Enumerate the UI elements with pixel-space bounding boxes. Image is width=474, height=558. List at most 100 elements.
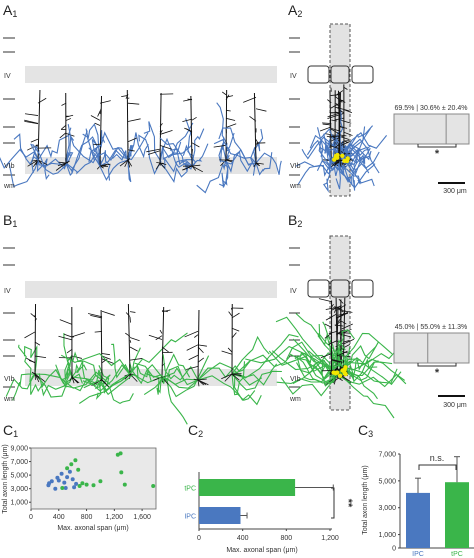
dendrite-branch [127, 118, 141, 122]
dendrite-branch [337, 350, 348, 357]
basal-dendrite [225, 159, 234, 162]
apical-dendrite [329, 90, 332, 161]
c1-data-point [84, 482, 89, 487]
b1-neuron-tracings [5, 303, 299, 425]
dendrite-branch [343, 87, 348, 90]
dendrite-branch [320, 353, 332, 358]
axon-branch [324, 140, 336, 161]
dendrite-branch [225, 95, 234, 98]
dendrite-branch [90, 115, 101, 121]
axon-branch [255, 152, 273, 176]
dendrite-branch [188, 354, 199, 361]
axon-branch [218, 137, 227, 163]
dendrite-branch [93, 143, 101, 146]
dendrite-branch [330, 128, 341, 135]
basal-dendrite [63, 162, 67, 167]
dendrite-branch [340, 320, 347, 325]
basal-dendrite [124, 373, 131, 380]
axon-branch [231, 335, 270, 375]
dendrite-branch [331, 305, 342, 311]
soma-marker [342, 367, 347, 372]
c1-data-point [77, 484, 82, 488]
c1-plot-area [30, 447, 157, 510]
basal-dendrite [159, 162, 166, 169]
dendrite-branch [186, 128, 193, 133]
dendrite-branch [129, 346, 138, 352]
panel-label-b2: B2 [288, 212, 303, 229]
c2-significance-bracket [331, 487, 335, 519]
dendrite-branch [71, 332, 85, 338]
b2-label-iv: IV [290, 288, 297, 295]
basal-dendrite [34, 373, 40, 383]
axon-branch [156, 376, 163, 395]
axon-branch [34, 373, 83, 398]
dendrite-branch [58, 335, 73, 341]
b1-label-vib: VIb [4, 376, 15, 383]
apical-dendrite [335, 297, 338, 368]
axon-branch [60, 352, 131, 375]
axon-branch [134, 362, 199, 386]
dendrite-branch [197, 346, 204, 354]
dendrite-branch [231, 327, 240, 332]
dendrite-branch [343, 131, 353, 136]
dendrite-branch [191, 142, 200, 148]
dendrite-branch [337, 306, 345, 312]
dendrite-branch [125, 332, 131, 337]
basal-dendrite [55, 162, 67, 171]
dendrite-branch [24, 331, 36, 339]
b1-label-iv: IV [4, 288, 11, 295]
dendrite-branch [327, 99, 332, 104]
dendrite-branch [331, 358, 343, 363]
soma-marker [337, 373, 343, 378]
a1-neuron [30, 92, 98, 177]
dendrite-branch [225, 109, 231, 112]
basal-dendrite [193, 378, 199, 381]
c1-data-point [72, 485, 77, 490]
c1-data-point [119, 470, 124, 475]
dendrite-branch [186, 344, 199, 351]
axon-branch [333, 339, 346, 368]
dendrite-branch [331, 119, 337, 122]
b2-morphology-panel [245, 235, 470, 419]
dendrite-branch [59, 132, 67, 139]
dendrite-branch [339, 126, 348, 129]
dendrite-branch [339, 110, 344, 113]
dendrite-branch [328, 330, 338, 335]
c2-x-tick-label: 0 [197, 535, 201, 542]
basal-dendrite [255, 162, 264, 165]
a1-neuron [213, 92, 282, 176]
c2-x-tick-label: 1,200 [321, 535, 339, 542]
dendrite-branch [90, 314, 103, 319]
b1-neuron [221, 303, 299, 406]
axon-branch [23, 345, 38, 375]
axon-branch [98, 365, 110, 385]
dendrite-branch [161, 346, 169, 353]
basal-dendrite [197, 379, 205, 386]
c1-scatter-chart: 0 400 800 1,200 1,600 1,000 3,000 5,000 7,000 9,0… [2, 444, 157, 532]
dendrite-branch [65, 118, 72, 121]
c2-x-tick-label: 400 [237, 535, 249, 542]
dendrite-branch [197, 344, 207, 347]
a1-neuron [159, 95, 209, 173]
c1-data-point [53, 486, 58, 491]
dendrite-branch [34, 341, 41, 346]
axon-branch [99, 150, 111, 181]
dendrite-branch [129, 339, 132, 343]
c3-category-label: tPC [451, 551, 463, 558]
dendrite-branch [129, 337, 140, 342]
basal-dendrite [224, 373, 233, 382]
axon-branch [161, 365, 184, 384]
b1-morphology-panel [3, 247, 299, 425]
basal-dendrite [197, 379, 200, 387]
dendrite-branch [221, 350, 233, 355]
axon-branch [213, 138, 257, 164]
dendrite-branch [191, 116, 197, 121]
basal-dendrite [119, 159, 129, 167]
b2-barrel-outlines [307, 279, 374, 298]
panel-label-b1: B1 [3, 212, 18, 229]
b2-column-box [329, 235, 351, 411]
basal-dendrite [339, 160, 342, 167]
dendrite-branch [322, 122, 332, 124]
apical-dendrite [159, 92, 162, 164]
dendrite-branch [99, 141, 102, 143]
